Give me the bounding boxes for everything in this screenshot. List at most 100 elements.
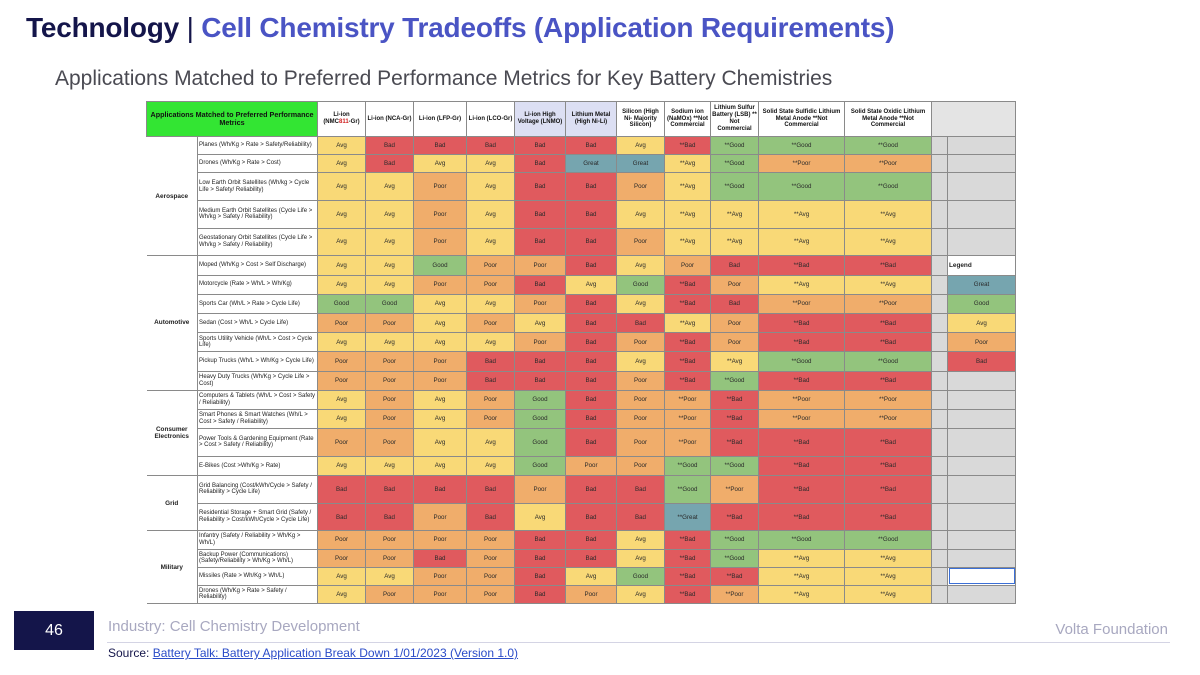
rating-cell: **Bad — [664, 274, 711, 295]
rating-cell: Bad — [365, 154, 414, 174]
spacer-cell — [931, 351, 948, 372]
spacer-cell — [931, 154, 948, 174]
rating-cell: Bad — [466, 502, 515, 532]
rating-cell: Poor — [413, 502, 467, 532]
rating-cell: Avg — [317, 274, 366, 295]
rating-cell: Avg — [514, 502, 566, 532]
table-row: Smart Phones & Smart Watches (Wh/L > Cos… — [147, 408, 1016, 430]
application-label: Backup Power (Communications) (Safety/Re… — [197, 548, 318, 568]
rating-cell: **Good — [844, 530, 932, 550]
chemistry-header-text: Sodium ion (NaMOx) **Not Commercial — [666, 108, 708, 129]
spacer-cell — [947, 455, 1016, 477]
rating-cell: Bad — [514, 530, 566, 550]
rating-cell: Poor — [413, 584, 467, 605]
rating-cell: Avg — [466, 199, 515, 229]
slide-subtitle: Applications Matched to Preferred Perfor… — [55, 67, 833, 90]
application-label: Geostationary Orbit Satellites (Cycle Li… — [197, 227, 318, 257]
rating-cell: **Good — [710, 548, 759, 568]
chemistry-header-text: Li-ion (LCO-Gr) — [468, 115, 513, 122]
rating-cell: **Poor — [710, 584, 759, 605]
rating-cell: **Poor — [664, 389, 711, 410]
application-label: Sports Utility Vehicle (Wh/L > Cost > Cy… — [197, 332, 318, 353]
rating-cell: Bad — [616, 312, 665, 334]
legend-item: Avg — [947, 312, 1016, 334]
source-line: Source: Battery Talk: Battery Applicatio… — [108, 646, 518, 660]
source-link[interactable]: Battery Talk: Battery Application Break … — [152, 646, 519, 660]
rating-cell: **Poor — [844, 293, 932, 314]
rating-cell: Good — [514, 389, 566, 410]
table-row: Consumer Electronics Computers & Tablets … — [146, 389, 1016, 477]
rating-cell: Avg — [413, 293, 467, 314]
table-row: Sports Utility Vehicle (Wh/L > Cost > Cy… — [147, 332, 1016, 353]
rating-cell: **Bad — [844, 475, 932, 504]
table-row: Backup Power (Communications) (Safety/Re… — [147, 548, 1016, 568]
rating-cell: Bad — [514, 370, 566, 391]
rating-cell: Avg — [365, 455, 414, 477]
rating-cell: Good — [317, 293, 366, 314]
rating-cell: Avg — [616, 135, 665, 156]
rating-cell: Poor — [466, 389, 515, 410]
rating-cell: Bad — [514, 154, 566, 174]
chemistry-header: Lithium Sulfur Battery (LSB) ** Not Comm… — [710, 101, 759, 137]
rating-cell: **Bad — [664, 548, 711, 568]
rating-cell: Bad — [710, 255, 759, 276]
rating-cell: Avg — [413, 428, 467, 457]
rating-cell: **Bad — [664, 293, 711, 314]
rating-cell: **Bad — [664, 351, 711, 372]
rating-cell: **Poor — [844, 389, 932, 410]
rating-cell: **Bad — [844, 455, 932, 477]
rating-cell: Bad — [365, 135, 414, 156]
chemistry-header-text: Solid State Sulfidic Lithium Metal Anode… — [762, 108, 841, 129]
rating-cell: Bad — [514, 351, 566, 372]
chemistry-header-text: Solid State Oxidic Lithium Metal Anode *… — [850, 108, 926, 129]
rating-cell: Poor — [466, 274, 515, 295]
rating-cell: Poor — [466, 530, 515, 550]
spacer-cell — [947, 502, 1016, 532]
selected-cell[interactable] — [947, 566, 1016, 586]
application-label: Infantry (Safety / Reliability > Wh/Kg >… — [197, 530, 318, 550]
table-row: Military Infantry (Safety / Reliability >… — [146, 530, 1016, 604]
chemistry-header-text: Li-ion (LFP-Gr) — [418, 115, 462, 122]
rating-cell: Good — [616, 274, 665, 295]
rating-cell: Bad — [514, 135, 566, 156]
category-label: Grid — [146, 474, 198, 532]
rating-cell: **Poor — [758, 408, 845, 430]
source-label: Source: — [108, 646, 153, 660]
table-row: Residential Storage + Smart Grid (Safety… — [147, 502, 1016, 532]
rating-cell: Bad — [413, 548, 467, 568]
rating-cell: Bad — [413, 475, 467, 504]
rating-cell: **Avg — [844, 566, 932, 586]
rating-cell: Avg — [317, 199, 366, 229]
rating-cell: Poor — [616, 227, 665, 257]
rating-cell: **Bad — [758, 255, 845, 276]
rating-cell: Poor — [565, 584, 617, 605]
rating-cell: Avg — [413, 332, 467, 353]
chemistry-header: Li-ion (NCA-Gr) — [365, 101, 414, 137]
table-row: Geostationary Orbit Satellites (Cycle Li… — [147, 227, 1016, 257]
application-label: Sedan (Cost > Wh/L > Cycle Life) — [197, 312, 318, 334]
rating-cell: Poor — [413, 530, 467, 550]
rating-cell: Good — [514, 455, 566, 477]
rating-cell: Bad — [565, 199, 617, 229]
application-label: Motorcycle (Rate > Wh/L > Wh/Kg) — [197, 274, 318, 295]
rating-cell: Poor — [466, 312, 515, 334]
spacer-cell — [931, 227, 948, 257]
rating-cell: **Bad — [844, 332, 932, 353]
rating-cell: Bad — [565, 502, 617, 532]
rating-cell: Good — [365, 293, 414, 314]
rating-cell: **Avg — [758, 274, 845, 295]
table-row: Heavy Duty Trucks (Wh/Kg > Cycle Life > … — [147, 370, 1016, 391]
rating-cell: Bad — [365, 502, 414, 532]
rating-cell: Poor — [466, 548, 515, 568]
rating-cell: Poor — [413, 274, 467, 295]
application-label: Drones (Wh/Kg > Rate > Safety / Reliabil… — [197, 584, 318, 605]
legend-item: Poor — [947, 332, 1016, 353]
rating-cell: Avg — [365, 255, 414, 276]
spacer-cell — [947, 172, 1016, 201]
rating-cell: Poor — [616, 370, 665, 391]
rating-cell: Poor — [616, 389, 665, 410]
rating-cell: Avg — [365, 566, 414, 586]
rating-cell: Poor — [413, 199, 467, 229]
table-row: Automotive Moped (Wh/Kg > Cost > Self Dis… — [146, 255, 1016, 391]
rating-cell: **Avg — [758, 199, 845, 229]
